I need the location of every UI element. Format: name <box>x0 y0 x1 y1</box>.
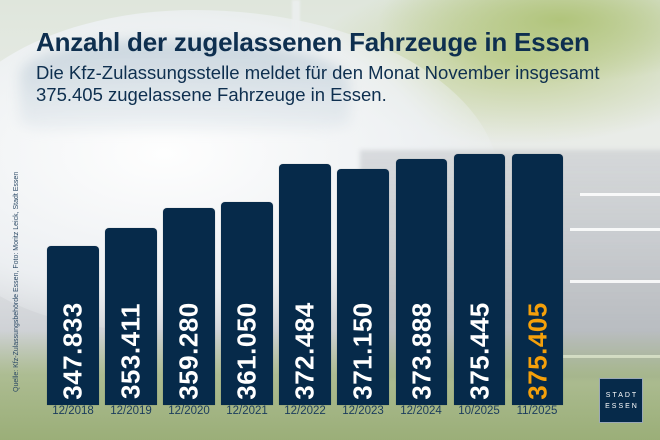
x-axis-label: 12/2019 <box>110 405 152 417</box>
bar-12-2018: 347.833 <box>47 246 99 405</box>
x-axis-label: 11/2025 <box>516 405 558 417</box>
bar-value: 371.150 <box>347 302 378 400</box>
bar-value: 347.833 <box>57 302 88 400</box>
logo-line-2: ESSEN <box>605 402 639 410</box>
stadt-essen-logo: STADT ESSEN <box>599 378 643 423</box>
bar-value: 372.484 <box>289 302 320 400</box>
source-credit: Quelle: Kfz-Zulassungsbehörde Essen, Fot… <box>13 171 20 392</box>
bar-11-2025-highlighted: 375.405 <box>512 154 563 405</box>
x-axis-label: 12/2018 <box>52 405 94 417</box>
chart-title: Anzahl der zugelassenen Fahrzeuge in Ess… <box>36 27 590 57</box>
bar-12-2024: 373.888 <box>396 159 447 405</box>
x-axis-label: 12/2024 <box>400 405 442 417</box>
pole-image <box>292 0 300 40</box>
bar-10-2025: 375.445 <box>454 154 505 405</box>
bar-value: 373.888 <box>406 302 436 400</box>
bar-12-2020: 359.280 <box>163 208 215 405</box>
bar-12-2021: 361.050 <box>221 202 273 405</box>
x-axis-label: 12/2021 <box>226 405 268 417</box>
bar-value: 361.050 <box>231 302 262 400</box>
car-window-shape <box>20 40 350 130</box>
lane-marking <box>570 280 660 283</box>
x-axis-label: 12/2020 <box>168 405 210 417</box>
bar-value: 375.445 <box>464 302 494 400</box>
x-axis-label: 12/2023 <box>342 405 384 417</box>
x-axis-label: 10/2025 <box>458 405 500 417</box>
bar-value: 353.411 <box>115 302 146 400</box>
bar-value-highlighted: 375.405 <box>522 302 552 400</box>
bar-value: 359.280 <box>173 302 204 400</box>
x-axis-label: 12/2022 <box>284 405 326 417</box>
bar-12-2019: 353.411 <box>105 228 157 405</box>
logo-line-1: STADT <box>605 391 639 399</box>
lane-marking <box>570 228 660 231</box>
chart-subtitle: Die Kfz-Zulassungsstelle meldet für den … <box>36 62 600 105</box>
bar-12-2022: 372.484 <box>279 164 331 405</box>
bar-12-2023: 371.150 <box>337 169 389 405</box>
lane-marking <box>580 193 660 196</box>
